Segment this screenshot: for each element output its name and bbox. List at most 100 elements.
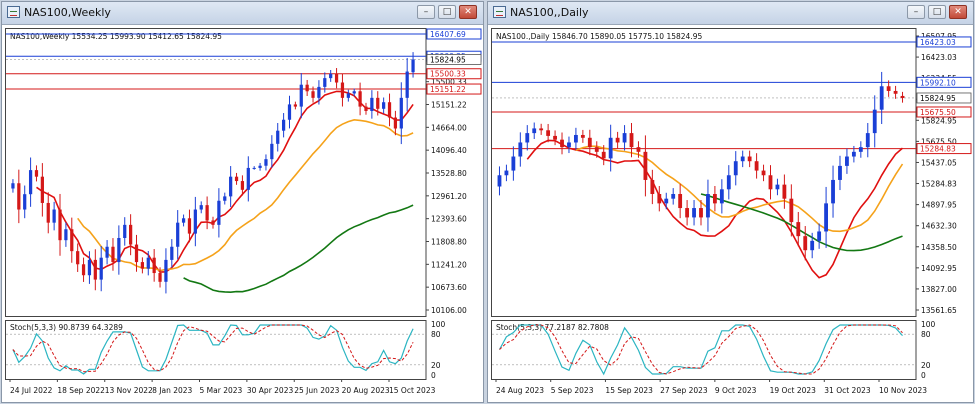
- bullish-candle: [411, 52, 415, 78]
- bearish-candle: [140, 257, 145, 274]
- price-tick-label: 15437.05: [921, 158, 957, 167]
- candle-body: [258, 165, 262, 168]
- candle-body: [293, 104, 297, 107]
- bullish-candle: [872, 95, 877, 148]
- stoch-info-label: Stoch(5,3,3) 77.2187 82.7808: [496, 323, 609, 332]
- bearish-candle: [553, 130, 557, 146]
- price-level-tag-text: 15151.22: [430, 85, 466, 94]
- bearish-candle: [111, 238, 115, 271]
- bearish-candle: [129, 214, 133, 256]
- candle-body: [246, 167, 250, 190]
- candle-body: [532, 128, 537, 134]
- candle-body: [629, 133, 634, 148]
- candle-body: [775, 184, 780, 190]
- bullish-candle: [399, 82, 403, 145]
- price-tick-label: 13528.80: [431, 169, 467, 178]
- candle-body: [587, 137, 592, 148]
- price-level-tag-text: 16407.69: [430, 30, 466, 39]
- price-pane: [5, 28, 427, 317]
- minimize-button[interactable]: –: [417, 5, 435, 19]
- bearish-candle: [17, 169, 21, 224]
- bullish-candle: [382, 97, 386, 114]
- bearish-candle: [712, 185, 717, 212]
- maximize-button[interactable]: □: [928, 5, 946, 19]
- candle-body: [740, 156, 745, 162]
- price-level-tag: [426, 68, 482, 80]
- candle-body: [886, 86, 891, 91]
- candle-body: [34, 170, 39, 177]
- candle-body: [726, 175, 731, 190]
- bullish-candle: [276, 123, 280, 152]
- bearish-candle: [761, 164, 766, 182]
- bullish-candle: [346, 89, 350, 102]
- bearish-candle: [387, 93, 392, 127]
- date-tick-label: 5 Sep 2023: [551, 386, 594, 395]
- candle-body: [838, 165, 842, 180]
- bullish-candle: [117, 225, 121, 275]
- date-tick-label: 24 Jul 2022: [10, 386, 53, 395]
- slow-moving-average: [700, 193, 903, 252]
- close-button[interactable]: ✕: [459, 5, 477, 19]
- candle-body: [754, 161, 759, 171]
- candle-body: [152, 257, 156, 274]
- price-level-tag-text: 15992.10: [920, 78, 956, 87]
- candle-body: [664, 198, 669, 204]
- bearish-candle: [205, 196, 209, 230]
- bullish-candle: [252, 166, 256, 170]
- date-tick-label: 8 Jan 2023: [152, 386, 192, 395]
- bearish-candle: [46, 192, 50, 234]
- minimize-button[interactable]: –: [907, 5, 925, 19]
- price-tick-label: 14096.40: [431, 146, 467, 155]
- price-tick-label: 12393.60: [431, 215, 467, 224]
- date-tick-label: 24 Aug 2023: [496, 386, 544, 395]
- bullish-candle: [217, 188, 221, 238]
- candle-body: [352, 91, 356, 94]
- candle-body: [87, 259, 92, 276]
- bearish-candle: [376, 91, 380, 116]
- bearish-candle: [678, 183, 683, 219]
- bullish-candle: [608, 124, 613, 172]
- candle-body: [733, 161, 738, 176]
- bearish-candle: [803, 226, 808, 261]
- candle-body: [900, 95, 905, 98]
- price-tick-label: 12961.20: [431, 192, 467, 201]
- candle-body: [305, 84, 309, 92]
- bearish-candle: [340, 73, 345, 107]
- bullish-candle: [838, 155, 842, 191]
- candle-body: [405, 71, 409, 98]
- bullish-candle: [525, 125, 530, 151]
- candle-body: [518, 142, 523, 157]
- bearish-candle: [789, 184, 794, 237]
- candle-body: [574, 134, 578, 143]
- bullish-candle: [858, 141, 863, 158]
- maximize-button[interactable]: □: [438, 5, 456, 19]
- candle-body: [287, 104, 292, 120]
- candle-body: [567, 142, 571, 148]
- date-tick-label: 20 Aug 2023: [342, 386, 390, 395]
- stoch-info-label: Stoch(5,3,3) 90.8739 64.3289: [10, 323, 123, 332]
- fast-moving-average: [36, 90, 414, 273]
- weekly-window-titlebar[interactable]: NAS100,Weekly – □ ✕: [2, 2, 483, 25]
- bullish-candle: [879, 71, 884, 125]
- bullish-candle: [622, 125, 627, 151]
- bullish-candle: [164, 248, 168, 294]
- bullish-candle: [64, 222, 68, 247]
- bearish-candle: [293, 101, 297, 110]
- daily-window-titlebar[interactable]: NAS100,,Daily – □ ✕: [488, 2, 973, 25]
- candle-body: [817, 231, 822, 241]
- candle-body: [782, 184, 787, 199]
- weekly-chart-area[interactable]: NAS100,Weekly 15534.25 15993.90 15412.65…: [2, 24, 483, 402]
- bullish-candle: [824, 186, 828, 248]
- close-button[interactable]: ✕: [949, 5, 967, 19]
- bullish-candle: [28, 157, 33, 207]
- bullish-candle: [719, 179, 724, 214]
- weekly-chart-window[interactable]: NAS100,Weekly – □ ✕ NAS100,Weekly 15534.…: [1, 1, 484, 403]
- candle-body: [601, 151, 606, 159]
- candle-body: [281, 119, 286, 131]
- candle-body: [187, 218, 192, 234]
- bearish-candle: [358, 82, 362, 116]
- candle-body: [46, 202, 50, 223]
- daily-chart-window[interactable]: NAS100,,Daily – □ ✕ NAS100.,Daily 15846.…: [487, 1, 974, 403]
- bearish-candle: [782, 174, 787, 209]
- daily-chart-area[interactable]: NAS100.,Daily 15846.70 15890.05 15775.10…: [488, 24, 973, 402]
